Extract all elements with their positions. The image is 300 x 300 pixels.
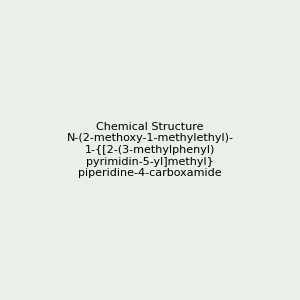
Text: Chemical Structure
N-(2-methoxy-1-methylethyl)-
1-{[2-(3-methylphenyl)
pyrimidin: Chemical Structure N-(2-methoxy-1-methyl… [67, 122, 233, 178]
